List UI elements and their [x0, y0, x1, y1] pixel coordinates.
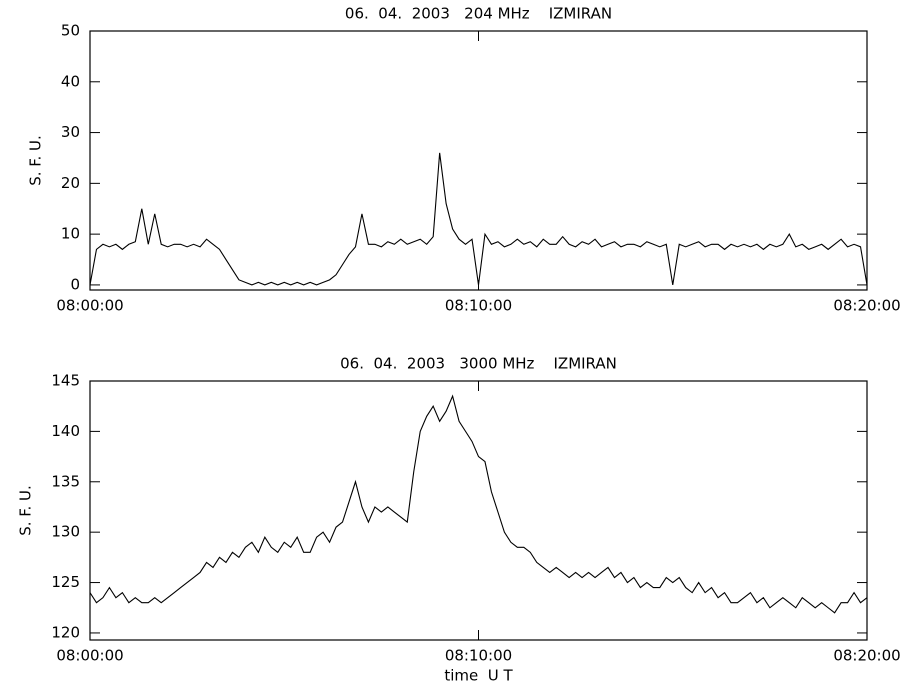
plot-frame [89, 30, 868, 291]
y-tick-label: 20 [61, 174, 80, 192]
plot-frame [89, 380, 868, 641]
y-tick-label: 0 [70, 275, 80, 293]
x-tick-label: 08:00:00 [56, 647, 123, 665]
y-axis-label: S. F. U. [27, 135, 45, 186]
x-tick-label: 08:00:00 [56, 297, 123, 315]
y-tick-label: 135 [51, 472, 80, 490]
y-tick-label: 125 [51, 573, 80, 591]
y-tick-label: 145 [51, 372, 80, 390]
y-axis-label: S. F. U. [17, 485, 35, 536]
y-tick-label: 40 [61, 72, 80, 90]
data-line [89, 394, 868, 614]
x-tick-label: 08:20:00 [833, 647, 900, 665]
y-tick-label: 50 [61, 22, 80, 40]
y-tick-label: 10 [61, 225, 80, 243]
chart-title: 06. 04. 2003 3000 MHz IZMIRAN [340, 355, 617, 373]
x-tick-label: 08:10:00 [445, 647, 512, 665]
data-line [89, 152, 868, 286]
y-tick-label: 120 [51, 623, 80, 641]
x-axis-label: time U T [444, 667, 513, 685]
x-tick-label: 08:10:00 [445, 297, 512, 315]
x-tick-label: 08:20:00 [833, 297, 900, 315]
chart-title: 06. 04. 2003 204 MHz IZMIRAN [345, 5, 612, 23]
y-tick-label: 130 [51, 523, 80, 541]
y-tick-label: 140 [51, 422, 80, 440]
y-tick-label: 30 [61, 123, 80, 141]
